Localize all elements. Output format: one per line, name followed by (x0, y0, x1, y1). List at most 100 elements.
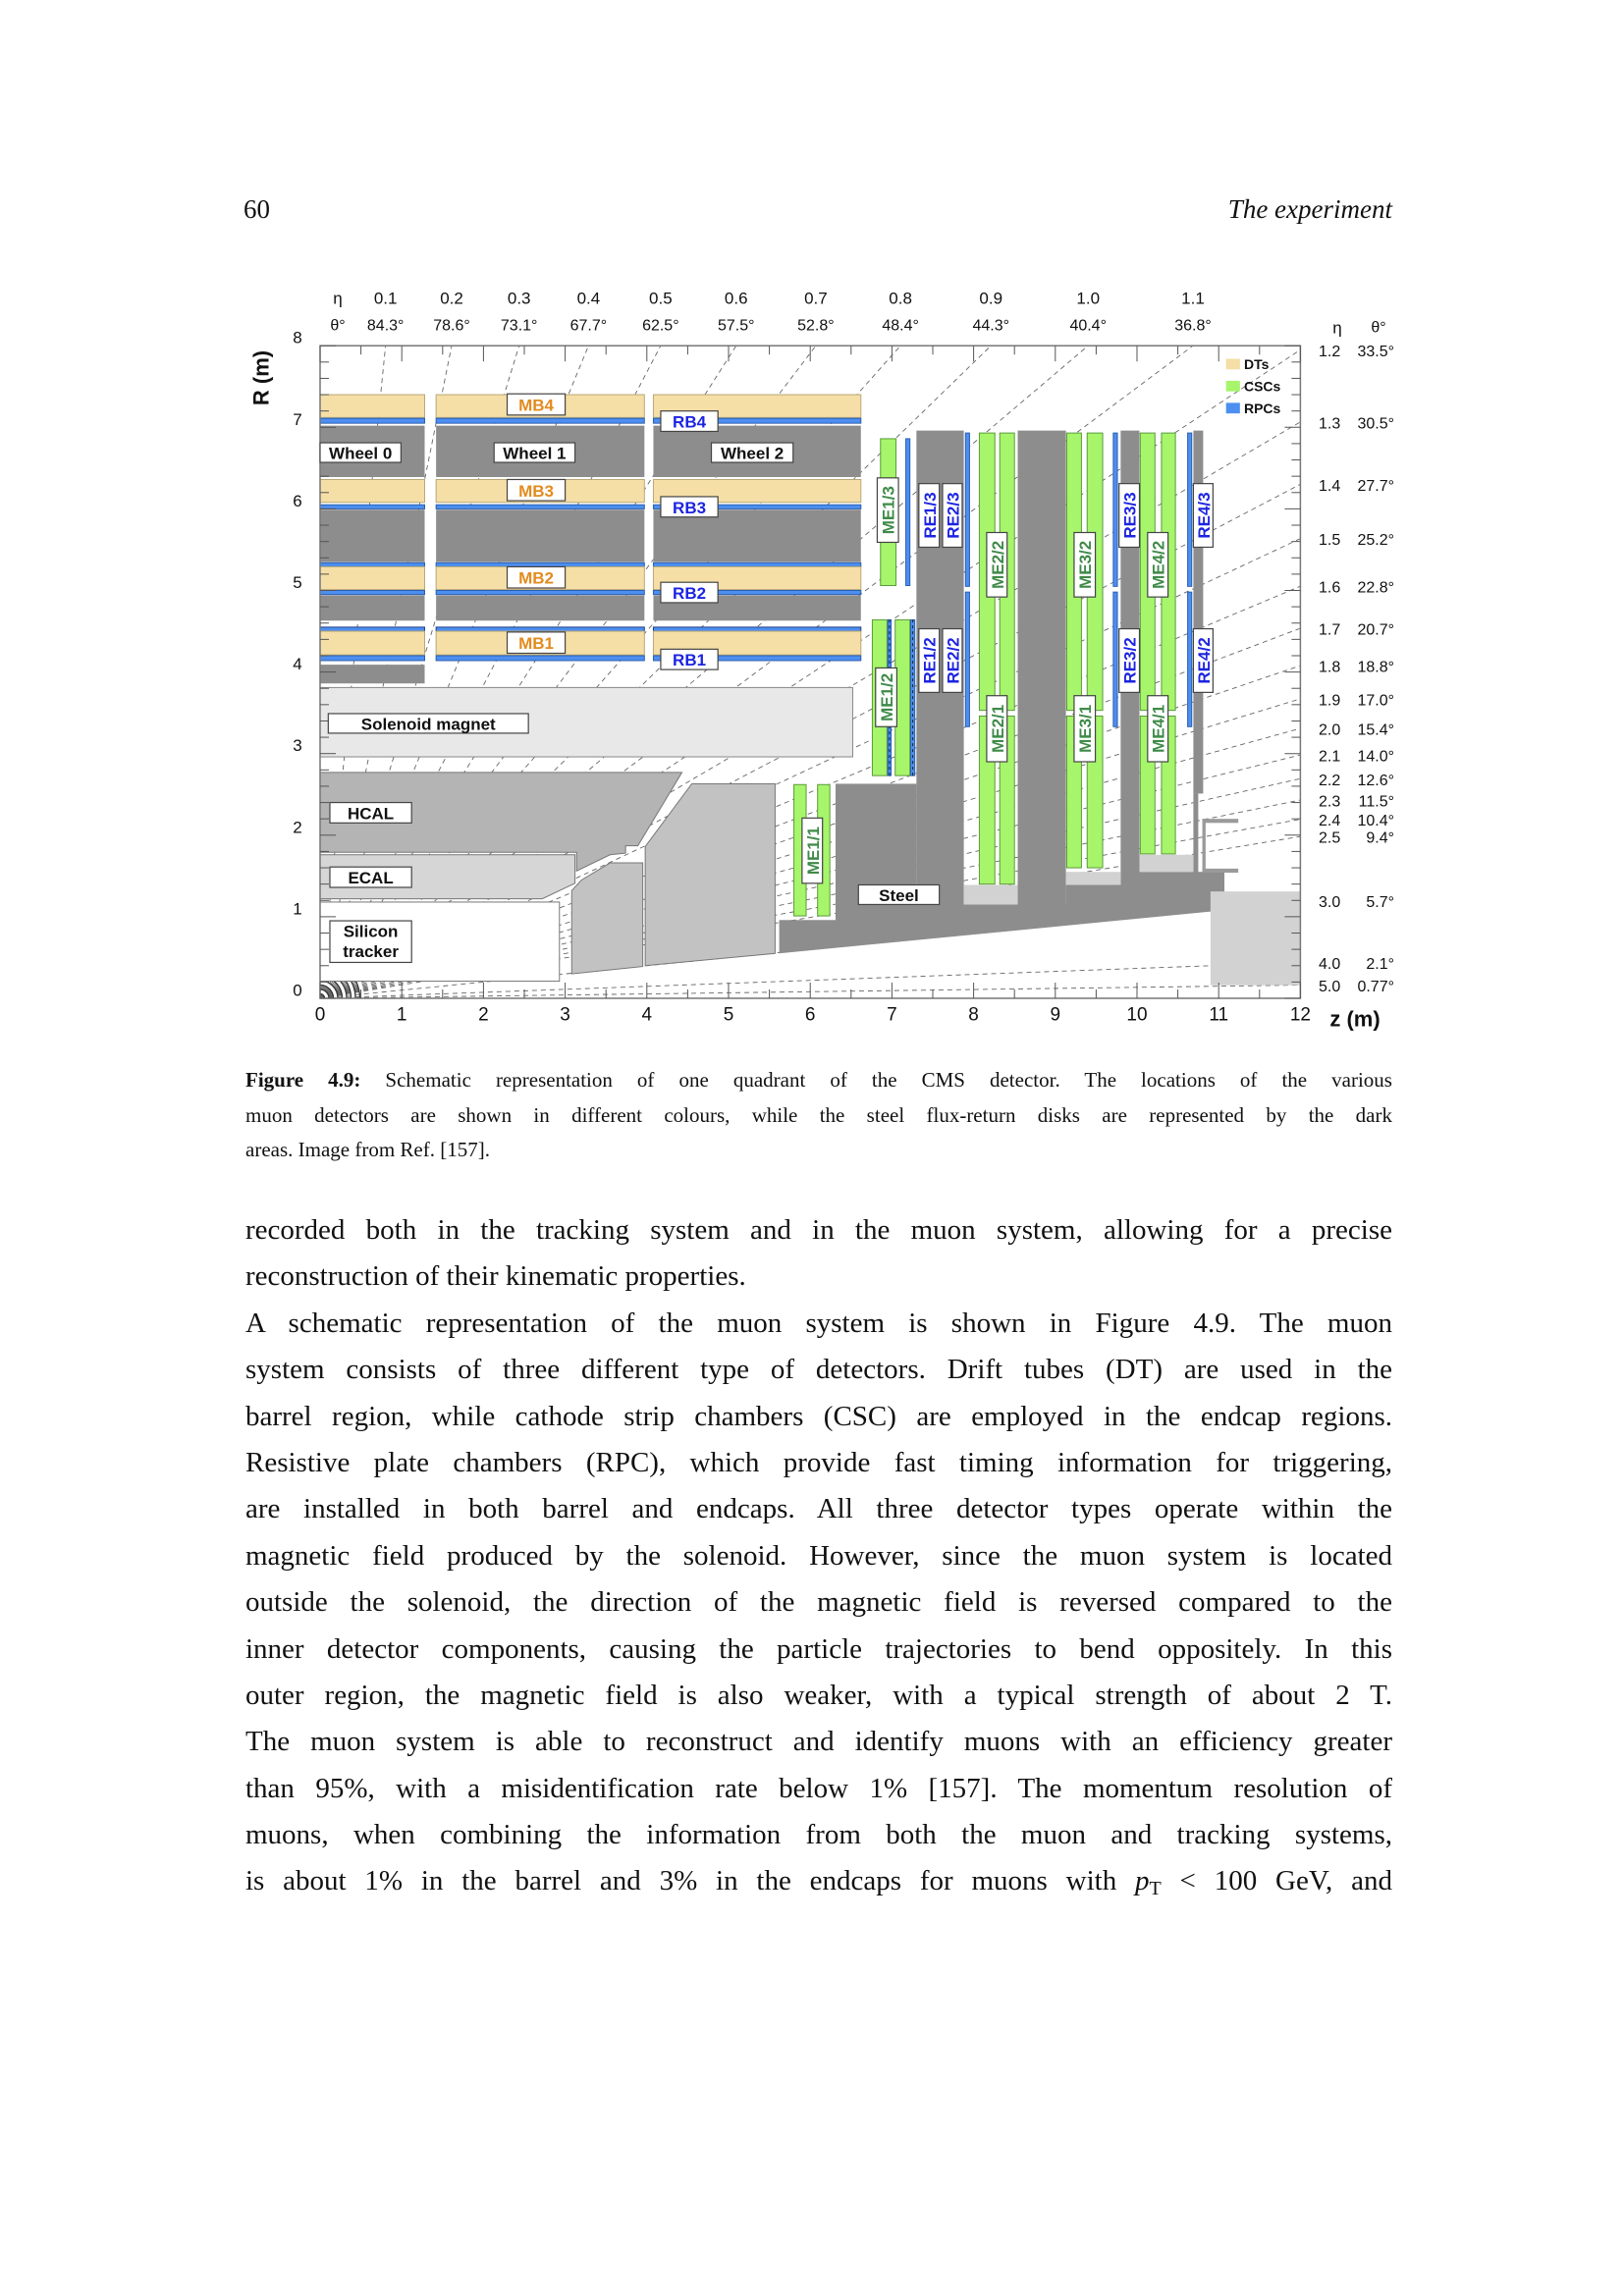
label-re32: RE3/2 (1121, 637, 1140, 683)
rpc-chamber (652, 626, 862, 632)
label-steel: Steel (879, 886, 919, 905)
dt-chamber (319, 630, 425, 656)
x-tick-label: 11 (1209, 1005, 1228, 1026)
rpc-chamber (1187, 432, 1193, 587)
top-eta-label: 0.9 (979, 290, 1002, 308)
body-line: than 95%, with a misidentification rate … (245, 1772, 1392, 1804)
label-box (506, 631, 567, 655)
body-line: barrel region, while cathode strip chamb… (245, 1400, 1392, 1432)
right-theta-label: 10.4° (1357, 813, 1394, 829)
y-tick-label: 6 (293, 492, 301, 510)
body-line: magnetic field produced by the solenoid.… (245, 1539, 1392, 1572)
iron-yoke (436, 509, 645, 562)
label-box (329, 920, 412, 964)
shielding (963, 884, 1018, 905)
eta-line (319, 819, 1301, 999)
rpc-chamber (319, 504, 425, 509)
steel-disk-ye4 (1193, 793, 1199, 877)
rpc-chamber (435, 590, 645, 596)
right-eta-label: 3.0 (1319, 894, 1340, 911)
eta-line (319, 345, 992, 999)
x-axis-label: z (m) (1329, 1007, 1380, 1032)
top-eta-label: 0.5 (649, 290, 673, 308)
figure-caption: Figure 4.9: Schematic representation of … (245, 1063, 1392, 1168)
body-line: system consists of three different type … (245, 1354, 1392, 1386)
top-theta-label: 73.1° (501, 318, 538, 335)
rpc-chamber (652, 504, 862, 509)
eta-header-right: η (1332, 319, 1341, 338)
right-theta-label: 2.1° (1366, 956, 1394, 973)
running-title: The experiment (1227, 194, 1392, 224)
label-box (329, 801, 412, 824)
rpc-chamber (435, 655, 645, 662)
label-solenoid: Solenoid magnet (361, 715, 496, 733)
label-me42: ME4/2 (1150, 541, 1168, 589)
rpc-chamber (435, 504, 645, 509)
rpc-chamber (964, 591, 970, 727)
label-box (1192, 627, 1214, 693)
label-rb4: RB4 (673, 413, 707, 432)
right-theta-label: 17.0° (1357, 692, 1394, 709)
right-eta-label: 2.3 (1319, 794, 1340, 811)
label-mb1: MB1 (518, 634, 554, 653)
label-box (327, 713, 529, 734)
right-eta-label: 1.4 (1319, 478, 1340, 495)
endcap-calorimeter (570, 862, 644, 975)
dt-chamber (319, 394, 425, 418)
label-me11: ME1/1 (804, 827, 823, 875)
caption-line: areas. Image from Ref. [157]. (245, 1138, 490, 1161)
top-theta-label: 78.6° (433, 318, 470, 335)
shielding (1065, 872, 1121, 885)
label-box (1147, 531, 1169, 598)
iron-yoke (320, 509, 425, 562)
top-eta-label: 0.7 (804, 290, 828, 308)
right-theta-label: 11.5° (1359, 794, 1394, 811)
top-eta-label: 0.1 (374, 290, 398, 308)
label-box (660, 581, 719, 604)
label-mb4: MB4 (518, 397, 554, 415)
top-theta-label: 84.3° (367, 318, 405, 335)
label-mb2: MB2 (518, 569, 554, 588)
right-eta-label: 1.7 (1319, 622, 1340, 639)
right-theta-label: 30.5° (1357, 415, 1394, 432)
body-line: is about 1% in the barrel and 3% in the … (245, 1858, 1392, 1904)
endcap-hcal (644, 782, 776, 967)
top-eta-label: 0.8 (889, 290, 912, 308)
math-subscript: T (1149, 1878, 1162, 1900)
right-theta-label: 22.8° (1357, 580, 1394, 597)
label-re42: RE4/2 (1195, 637, 1214, 683)
label-box (986, 531, 1008, 598)
x-tick-label: 5 (724, 1005, 734, 1026)
label-box (660, 648, 719, 670)
label-me13: ME1/3 (880, 486, 898, 534)
top-theta-label: 57.5° (718, 318, 755, 335)
y-tick-label: 4 (293, 655, 301, 673)
label-box (1192, 483, 1214, 549)
top-theta-label: 40.4° (1069, 318, 1107, 335)
right-theta-label: 20.7° (1357, 622, 1394, 639)
label-box (918, 483, 941, 549)
right-theta-label: 18.8° (1357, 660, 1394, 676)
rpc-chamber (319, 561, 425, 567)
label-re43: RE4/3 (1195, 492, 1214, 538)
body-text: recorded both in the tracking system and… (245, 1207, 1392, 1905)
caption-label: Figure 4.9: (245, 1068, 361, 1092)
label-tracker: Silicon (344, 922, 399, 940)
body-line: reconstruction of their kinematic proper… (245, 1260, 746, 1293)
steel-disk-ye4 (1193, 430, 1204, 794)
legend-label: CSCs (1244, 378, 1281, 394)
rpc-chamber (905, 438, 911, 587)
y-tick-label: 0 (293, 982, 301, 1000)
label-box (493, 442, 576, 463)
label-box (1147, 695, 1169, 763)
label-box (506, 478, 567, 502)
body-line: muons, when combining the information fr… (245, 1819, 1392, 1851)
label-me22: ME2/2 (989, 541, 1007, 589)
top-eta-label: 0.6 (725, 290, 748, 308)
right-theta-label: 15.4° (1357, 722, 1394, 739)
shielding (1139, 854, 1194, 873)
label-box (1073, 695, 1097, 763)
x-tick-label: 12 (1290, 1005, 1311, 1026)
label-re13: RE1/3 (921, 492, 940, 538)
rpc-chamber (1187, 591, 1193, 727)
